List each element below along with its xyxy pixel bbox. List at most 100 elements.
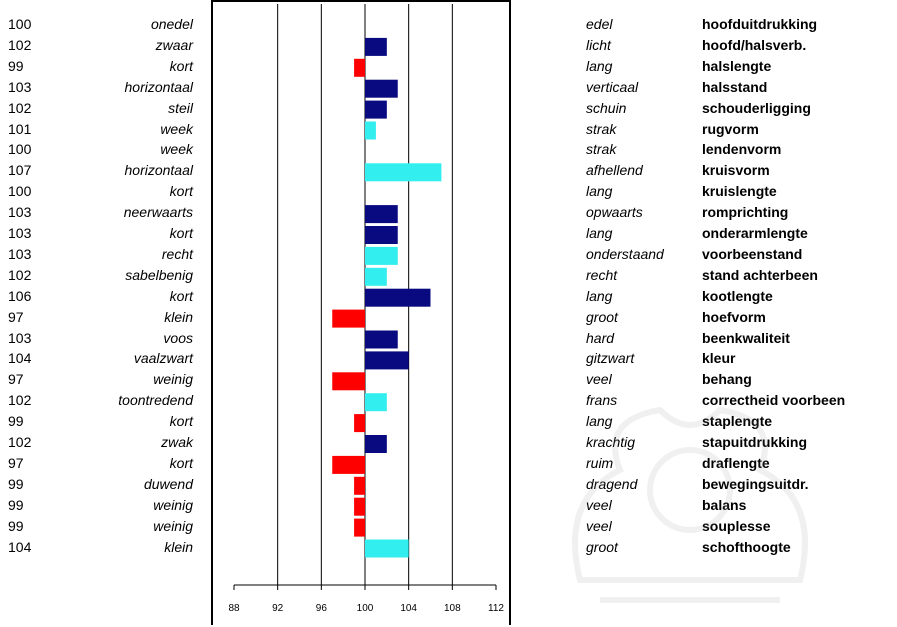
score-label: 104 [8,350,32,367]
bar-kootlengte [365,288,431,307]
bar-rugvorm [365,121,376,140]
left-term-label: horizontaal [124,78,194,95]
right-term-label: onderstaand [586,245,664,262]
right-term-label: krachtig [586,434,636,450]
right-term-label: veel [586,517,612,534]
left-term-label: neerwaarts [123,204,193,221]
score-label: 103 [8,204,32,221]
score-label: 102 [8,99,32,116]
bar-souplesse [354,518,365,537]
bar-draflengte [332,455,365,474]
x-tick-label: 108 [444,603,461,614]
score-label: 103 [8,78,32,95]
trait-label: lendenvorm [702,141,782,158]
score-label: 100 [8,16,32,32]
score-label: 102 [8,434,32,450]
left-term-label: sabelbenig [125,266,193,283]
left-term-label: zwak [161,434,193,450]
bar-schouderligging [365,100,387,119]
trait-label: balans [702,496,747,513]
left-term-label: toontredend [118,392,193,409]
trait-label: behang [702,371,752,388]
trait-label: hoefvorm [702,308,766,325]
score-label: 103 [8,225,32,241]
score-label: 97 [8,454,24,471]
left-term-label: kort [169,225,193,241]
watermark-crest-icon [572,406,808,603]
bar-behang [332,372,365,391]
right-term-label: groot [586,308,618,325]
trait-label: schouderligging [702,99,811,116]
left-term-label: kort [169,454,193,471]
score-label: 100 [8,183,32,200]
score-label: 99 [8,413,24,430]
trait-label: hoofduitdrukking [702,16,818,32]
left-term-label: klein [164,308,193,325]
bar-staplengte [354,414,365,433]
right-term-label: lang [586,225,613,241]
right-term-label: strak [586,120,617,137]
trait-label: kruisvorm [702,162,770,179]
left-term-label: weinig [153,517,193,534]
score-label: 102 [8,392,32,409]
x-tick-label: 92 [272,603,284,614]
right-term-label: verticaal [586,78,639,95]
bar-romprichting [365,205,398,224]
x-tick-label: 112 [488,603,504,614]
left-term-label: klein [164,538,193,555]
trait-label: draflengte [702,454,770,471]
left-term-label: recht [161,245,193,262]
right-term-label: ruim [586,454,614,471]
bar-stapuitdrukking [365,435,387,453]
x-tick-label: 100 [357,603,374,614]
bar-stand-achterbeen [365,267,387,286]
score-label: 99 [8,496,24,513]
x-tick-label: 96 [316,603,328,614]
left-term-label: duwend [143,475,193,492]
trait-label: schofthoogte [702,538,791,555]
score-label: 102 [8,266,32,283]
score-label: 99 [8,475,24,492]
right-term-label: veel [586,371,612,388]
left-term-label: voos [163,329,193,346]
trait-label: rugvorm [702,120,759,137]
right-term-label: dragend [586,475,638,492]
right-term-label: licht [586,36,611,53]
left-term-label: horizontaal [124,162,194,179]
bar-correctheid-voorbeen [365,393,387,412]
right-term-label: schuin [586,99,627,116]
left-term-label: kort [169,183,193,200]
trait-label: beenkwaliteit [702,329,790,346]
trait-label: bewegingsuitdr. [702,475,809,492]
score-label: 97 [8,371,24,388]
bar-chart: 88 92 96 100 104 108 112 [228,4,504,614]
score-label: 100 [8,141,32,158]
trait-label: correctheid voorbeen [702,392,846,409]
left-term-label: kort [169,287,193,304]
x-tick-label: 104 [400,603,417,614]
trait-label: halsstand [702,78,768,95]
trait-label: kleur [702,350,736,367]
score-label: 99 [8,517,24,534]
right-term-label: frans [586,392,618,409]
bar-hoofd-halsverb- [365,37,387,56]
trait-label: onderarmlengte [702,225,808,241]
score-label: 102 [8,36,32,53]
bar-halslengte [354,58,365,77]
right-term-label: recht [586,266,618,283]
bar-schofthoogte [365,539,409,558]
score-label: 106 [8,287,32,304]
trait-label: stand achterbeen [702,266,818,283]
left-term-label: onedel [150,16,193,32]
bar-halsstand [365,79,398,98]
right-term-label: veel [586,496,612,513]
bar-kruisvorm [365,163,442,182]
right-term-label: strak [586,141,617,158]
score-label: 107 [8,162,32,179]
x-tick-label: 88 [228,603,240,614]
left-term-label: week [160,120,193,137]
score-label: 103 [8,245,32,262]
trait-label: stapuitdrukking [702,434,808,450]
bar-voorbeenstand [365,246,398,265]
left-term-label: kort [169,57,193,74]
